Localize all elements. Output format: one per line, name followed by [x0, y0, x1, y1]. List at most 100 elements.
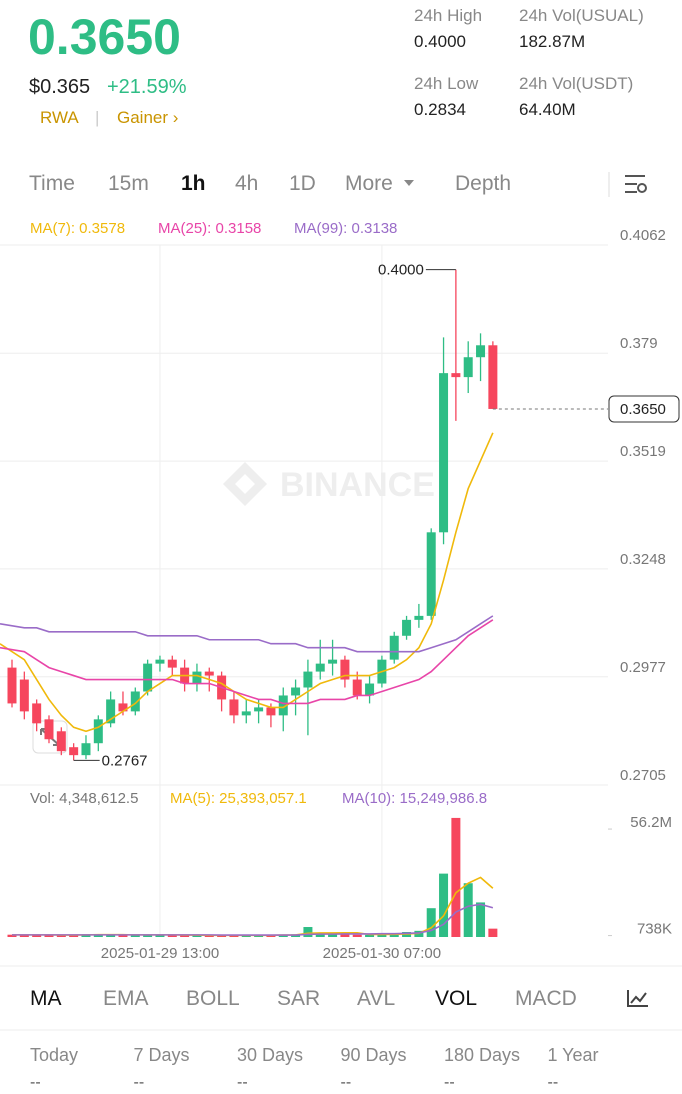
interval-tab[interactable]: 15m — [108, 172, 149, 195]
watermark: BINANCE — [280, 466, 435, 504]
settings-icon[interactable] — [625, 175, 647, 193]
y-tick-label: 0.2705 — [620, 767, 666, 784]
last-price: 0.3650 — [28, 9, 181, 65]
period-label: 7 Days — [133, 1045, 190, 1065]
volume-bar — [439, 873, 449, 937]
ma-line — [0, 432, 494, 733]
candle-body — [402, 619, 412, 636]
volume-bar — [19, 934, 29, 937]
volume-bar — [155, 934, 165, 937]
period-label: 180 Days — [444, 1045, 521, 1065]
y-tick-label: 0.4062 — [620, 227, 666, 244]
candle-body — [439, 373, 449, 533]
tag[interactable]: RWA — [40, 108, 79, 127]
indicator-tab[interactable]: AVL — [357, 987, 396, 1010]
chart-icon[interactable] — [627, 990, 648, 1007]
vol-tick-label: 738K — [637, 921, 672, 938]
stat-value: 0.2834 — [414, 100, 466, 119]
stat-value: 0.4000 — [414, 32, 466, 51]
separator: | — [95, 108, 100, 127]
ma-line — [12, 903, 494, 936]
vol-legend: Vol: 4,348,612.5 — [30, 790, 138, 807]
indicator-tab[interactable]: BOLL — [186, 987, 240, 1010]
volume-bar — [7, 934, 17, 937]
period-value: -- — [133, 1074, 145, 1091]
y-tick-label: 0.3519 — [620, 443, 666, 460]
candle-body — [81, 743, 91, 756]
ma-line — [0, 619, 494, 705]
candle-body — [19, 679, 29, 712]
volume-bar — [106, 934, 116, 937]
volume-bar — [488, 928, 498, 937]
change: +21.59% — [107, 76, 187, 98]
candle-body — [488, 345, 498, 409]
volume-bar — [451, 817, 461, 937]
candle-body — [192, 671, 202, 684]
candle-body — [451, 373, 461, 378]
volume-bar — [340, 934, 350, 937]
candle-body — [414, 615, 424, 620]
candle-body — [118, 703, 128, 712]
interval-tab[interactable]: 1D — [289, 172, 316, 195]
period-label: Today — [30, 1045, 79, 1065]
ma-legend: MA(7): 0.3578 — [30, 220, 125, 237]
interval-tab[interactable]: 1h — [181, 172, 206, 195]
volume-bar — [352, 934, 362, 937]
candle-body — [167, 659, 177, 668]
volume-bar — [44, 935, 54, 937]
stat-value: 182.87M — [519, 32, 586, 51]
volume-bar — [365, 934, 375, 937]
candle-body — [463, 357, 473, 378]
volume-bar — [118, 935, 128, 937]
indicator-tab[interactable]: VOL — [435, 987, 478, 1010]
y-tick-label: 0.2977 — [620, 659, 666, 676]
volume-bar — [180, 935, 190, 937]
volume-bar — [303, 927, 313, 937]
candle-body — [155, 659, 165, 664]
indicator-tab[interactable]: MA — [30, 987, 62, 1010]
candle-body — [130, 691, 140, 712]
candle-body — [352, 679, 362, 696]
candle-body — [93, 719, 103, 744]
candle-body — [303, 671, 313, 688]
x-tick-label: 2025-01-30 07:00 — [323, 945, 441, 962]
ma-line — [12, 876, 494, 937]
volume-bar — [204, 935, 214, 937]
volume-bar — [130, 935, 140, 937]
candle-body — [143, 663, 153, 692]
last-price-label: 0.3650 — [620, 401, 666, 418]
indicator-tab[interactable]: MACD — [515, 987, 577, 1010]
vol-tick-label: 56.2M — [630, 814, 672, 831]
interval-tab[interactable]: Depth — [455, 172, 512, 195]
candle-body — [204, 671, 214, 676]
volume-bar — [143, 934, 153, 937]
interval-tab[interactable]: Time — [29, 172, 75, 195]
tag-text: Gainer — [117, 108, 169, 127]
volume-bar — [476, 902, 486, 937]
interval-tab[interactable]: More — [345, 172, 393, 195]
dropdown-arrow — [404, 180, 414, 186]
volume-bar — [32, 935, 42, 937]
indicator-tab[interactable]: SAR — [277, 987, 321, 1010]
volume-bar — [192, 935, 202, 937]
indicator-tab[interactable]: EMA — [103, 987, 149, 1010]
annotation: 0.2767 — [102, 752, 148, 769]
candle-body — [32, 703, 42, 724]
fiat-price: $0.365 — [29, 76, 91, 98]
interval-tab[interactable]: 4h — [235, 172, 259, 195]
tag[interactable]: Gainer › — [117, 108, 179, 127]
volume-bar — [389, 933, 399, 937]
volume-bar — [241, 935, 251, 937]
candle-body — [340, 659, 350, 680]
annotation: 0.4000 — [378, 262, 424, 279]
volume-bar — [56, 935, 66, 937]
candle-body — [69, 747, 79, 756]
volume-bar — [463, 883, 473, 937]
volume-bar — [328, 934, 338, 937]
stat-label: 24h High — [414, 6, 483, 25]
volume-bar — [426, 908, 436, 937]
volume-bar — [315, 933, 325, 937]
candle-body — [241, 711, 251, 716]
